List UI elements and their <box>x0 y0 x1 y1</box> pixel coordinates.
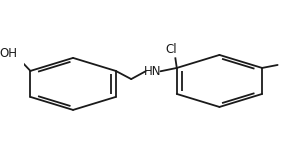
Text: Cl: Cl <box>165 43 177 56</box>
Text: HN: HN <box>144 65 161 78</box>
Text: OH: OH <box>0 47 18 60</box>
